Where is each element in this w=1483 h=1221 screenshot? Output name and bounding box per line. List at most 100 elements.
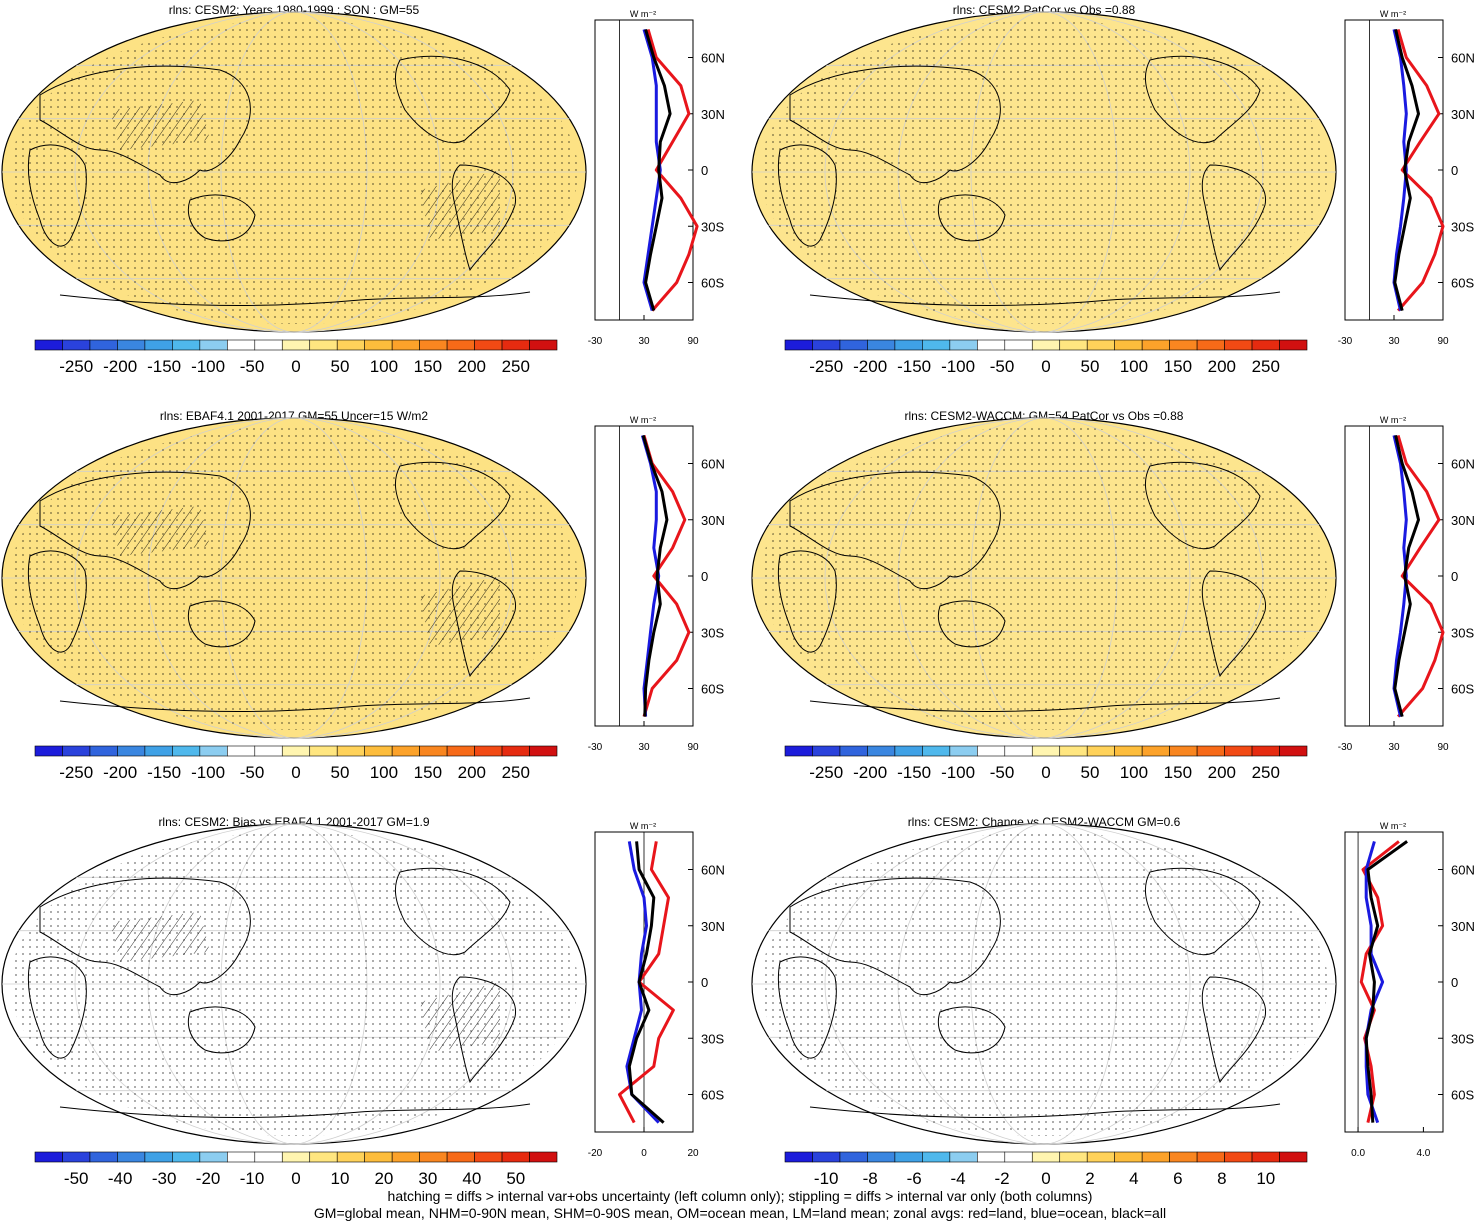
zonal-line-ocean (1392, 29, 1408, 311)
colorbar-swatch (117, 339, 146, 351)
hatch-region (110, 506, 210, 556)
colorbar-swatch (281, 1151, 311, 1163)
colorbar-label: 200 (1208, 357, 1236, 376)
colorbar-label: 50 (330, 763, 349, 782)
colorbar-label: -8 (863, 1169, 878, 1188)
colorbar: -10 -8 -6 -4 -2 0 2 4 6 8 10 (784, 1151, 1308, 1188)
colorbar-label: 250 (502, 357, 530, 376)
colorbar-label: -200 (103, 357, 137, 376)
panel-title: rlns: CESM2: Bias vs EBAF4.1 2001-2017 G… (158, 815, 429, 829)
colorbar-swatch (34, 339, 63, 351)
colorbar-swatch (1004, 745, 1033, 757)
lat-tick-label: 0 (1451, 569, 1458, 584)
colorbar-swatch (474, 339, 503, 351)
colorbar-swatch (922, 745, 951, 757)
colorbar-label: -250 (59, 357, 93, 376)
panel-6: rlns: CESM2: Change vs CESM2-WACCM GM=0.… (751, 815, 1475, 1188)
zonal-average: W m⁻² 60N 30N 0 30S 60S -30 30 90 (1338, 9, 1475, 347)
colorbar-swatch (1196, 745, 1225, 757)
x-tick-label: 20 (687, 1148, 699, 1159)
x-tick-label: -30 (1338, 742, 1353, 753)
colorbar-swatch (977, 1151, 1006, 1163)
colorbar-label: -100 (191, 763, 225, 782)
colorbar-swatch (501, 1151, 530, 1163)
hatch-region (110, 912, 210, 962)
colorbar-label: -250 (809, 357, 843, 376)
hatch-region (420, 170, 500, 240)
colorbar-swatch (281, 745, 311, 757)
lat-tick-label: 60N (1451, 51, 1475, 66)
colorbar-swatch (336, 1151, 365, 1163)
colorbar-swatch (1279, 1151, 1308, 1163)
colorbar-label: 200 (458, 357, 486, 376)
lat-tick-label: 30S (701, 625, 724, 640)
colorbar-swatch (1224, 1151, 1253, 1163)
colorbar-swatch (1196, 339, 1225, 351)
colorbar-label: -250 (59, 763, 93, 782)
colorbar-swatch (1059, 745, 1088, 757)
colorbar-swatch (529, 745, 558, 757)
colorbar-swatch (949, 745, 978, 757)
x-tick-label: 30 (638, 336, 650, 347)
colorbar-label: 40 (462, 1169, 481, 1188)
colorbar-swatch (227, 339, 256, 351)
panel-title: rlns: CESM2-WACCM: GM=54 PatCor vs Obs =… (905, 409, 1184, 423)
colorbar-swatch (894, 745, 923, 757)
colorbar-swatch (117, 745, 146, 757)
zonal-average: W m⁻² 60N 30N 0 30S 60S -30 30 90 (588, 415, 725, 753)
colorbar-swatch (419, 339, 448, 351)
colorbar-swatch (62, 745, 91, 757)
colorbar-swatch (336, 745, 365, 757)
zonal-line-all (627, 841, 665, 1124)
colorbar-label: 150 (414, 357, 442, 376)
colorbar-swatch (1059, 339, 1088, 351)
colorbar-swatch (949, 1151, 978, 1163)
lat-tick-label: 60S (1451, 1088, 1474, 1103)
lat-tick-label: 60N (701, 457, 725, 472)
colorbar-label: -150 (897, 357, 931, 376)
colorbar-swatch (1251, 339, 1280, 351)
panel-4: rlns: CESM2-WACCM: GM=54 PatCor vs Obs =… (751, 409, 1475, 782)
lat-tick-label: 30N (701, 107, 725, 122)
colorbar-label: -2 (994, 1169, 1009, 1188)
colorbar-swatch (1141, 1151, 1170, 1163)
colorbar-label: 50 (1080, 763, 1099, 782)
colorbar-label: 200 (458, 763, 486, 782)
x-tick-label: 0 (641, 1148, 647, 1159)
colorbar-swatch (144, 1151, 173, 1163)
lat-tick-label: 60S (701, 1088, 724, 1103)
colorbar-label: -100 (941, 357, 975, 376)
colorbar-swatch (309, 339, 338, 351)
zonal-units: W m⁻² (630, 415, 656, 425)
colorbar-swatch (812, 339, 841, 351)
lat-tick-label: 0 (701, 163, 708, 178)
colorbar-label: 8 (1217, 1169, 1226, 1188)
colorbar-label: -10 (240, 1169, 265, 1188)
panel-3: rlns: EBAF4.1 2001-2017 GM=55 Uncer=15 W… (1, 409, 725, 782)
colorbar-swatch (172, 339, 201, 351)
lat-tick-label: 60S (701, 682, 724, 697)
zonal-line-land (646, 28, 699, 312)
colorbar-label: 0 (1041, 1169, 1050, 1188)
zonal-average: W m⁻² 60N 30N 0 30S 60S 0.0 4.0 (1344, 821, 1475, 1159)
lat-tick-label: 60S (701, 276, 724, 291)
colorbar-swatch (62, 1151, 91, 1163)
zonal-line-ocean (642, 28, 662, 312)
zonal-units: W m⁻² (630, 821, 656, 831)
lat-tick-label: 60N (701, 51, 725, 66)
colorbar-label: 4 (1129, 1169, 1138, 1188)
colorbar: -250 -200 -150 -100 -50 0 50 100 150 200 250 (784, 745, 1308, 782)
lat-tick-label: 0 (701, 975, 708, 990)
colorbar-label: 100 (1120, 357, 1148, 376)
colorbar-label: 0 (291, 763, 300, 782)
zonal-line-ocean (640, 434, 661, 717)
x-tick-label: 30 (1388, 742, 1400, 753)
colorbar-swatch (894, 339, 923, 351)
colorbar-label: 200 (1208, 763, 1236, 782)
colorbar-label: 0 (291, 357, 300, 376)
stipple-overlay (760, 426, 1328, 730)
colorbar-swatch (34, 745, 63, 757)
colorbar-label: 20 (374, 1169, 393, 1188)
colorbar-label: -4 (951, 1169, 966, 1188)
colorbar-label: 10 (1256, 1169, 1275, 1188)
